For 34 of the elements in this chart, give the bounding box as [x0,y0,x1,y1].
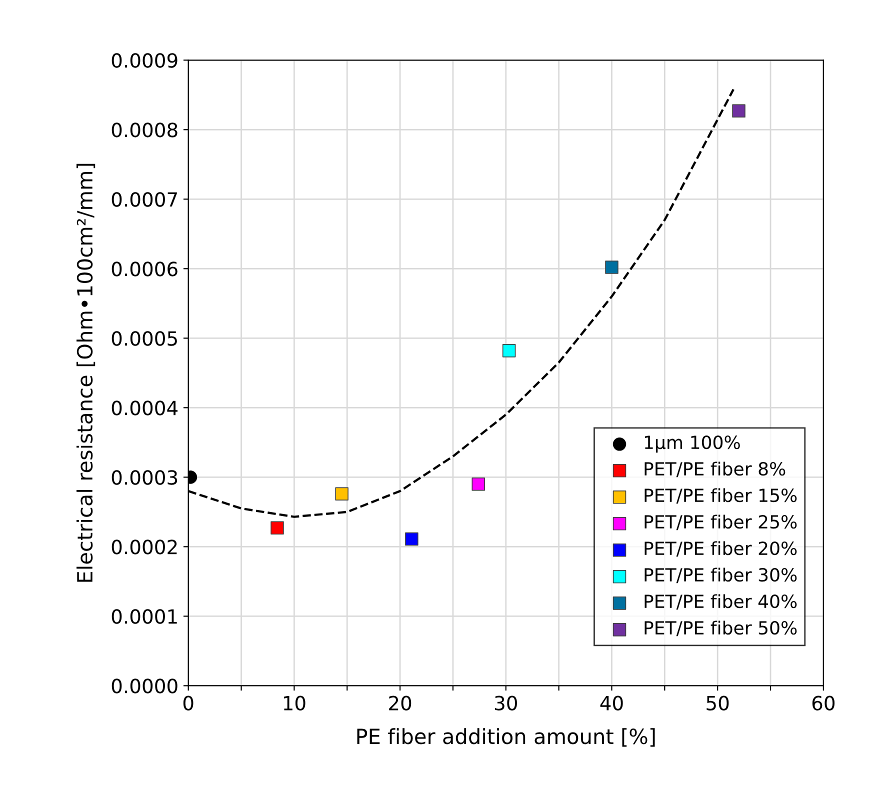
y-tick-label: 0.0000 [112,678,178,694]
legend-label: PET/PE fiber 50% [644,620,797,636]
y-tick-label: 0.0009 [112,53,178,68]
x-tick-label: 60 [812,696,835,710]
y-tick-label: 0.0008 [112,122,178,138]
y-tick-label: 0.0001 [112,609,177,624]
point [605,260,618,274]
x-axis-title: PE fiber addition amount [%] [357,728,655,747]
y-tick-label: 0.0002 [112,540,177,554]
y-tick-label: 0.0007 [112,192,177,207]
point [472,478,485,491]
y-tick-label: 0.0003 [112,470,178,485]
x-tick-label: 10 [284,696,306,710]
y-axis-title: Electrical resistance [Ohm•100cm²/mm] [76,164,96,582]
x-tick-label: 0 [183,696,194,710]
legend-label: PET/PE fiber 20% [644,541,797,557]
x-tick-label: 50 [706,696,729,710]
legend-label: PET/PE fiber 25% [644,514,797,530]
point [502,344,516,358]
legend-label: PET/PE fiber 15% [644,488,797,504]
legend-label: 1µm 100% [644,436,740,453]
legend-label: PET/PE fiber 30% [644,568,797,584]
point [732,104,746,118]
y-tick-label: 0.0005 [112,331,177,346]
legend-label: PET/PE fiber 8% [644,462,786,478]
legend-label: PET/PE fiber 40% [644,594,797,610]
x-tick-label: 20 [389,696,412,710]
y-tick-label: 0.0004 [112,400,178,416]
point [270,521,284,535]
x-tick-label: 40 [600,696,623,710]
point [335,487,348,501]
x-tick-label: 30 [495,696,517,710]
y-tick-label: 0.0006 [112,262,178,276]
point [405,532,418,546]
